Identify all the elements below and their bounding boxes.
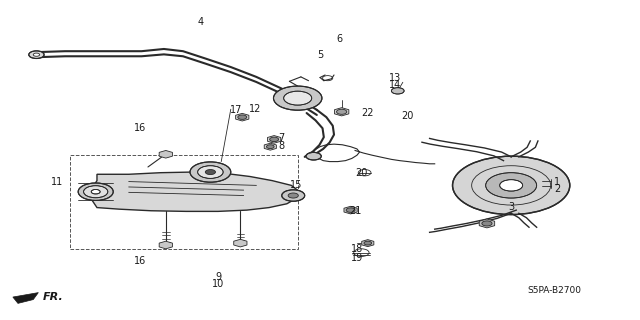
Circle shape (337, 109, 347, 114)
Text: 4: 4 (197, 17, 204, 27)
Circle shape (392, 88, 404, 94)
Text: 16: 16 (134, 123, 147, 133)
Text: 19: 19 (351, 253, 363, 263)
Text: 16: 16 (134, 256, 147, 266)
Circle shape (486, 173, 537, 198)
Circle shape (282, 190, 305, 201)
Text: S5PA-B2700: S5PA-B2700 (527, 286, 581, 295)
Polygon shape (13, 292, 38, 303)
Circle shape (364, 241, 372, 245)
Text: 3: 3 (508, 202, 514, 212)
Text: 22: 22 (362, 108, 374, 118)
Circle shape (266, 145, 274, 148)
Polygon shape (159, 241, 172, 249)
Polygon shape (335, 108, 349, 116)
Circle shape (29, 51, 44, 59)
Polygon shape (344, 206, 357, 214)
Polygon shape (362, 240, 374, 247)
Polygon shape (268, 136, 281, 143)
Text: 20: 20 (355, 168, 367, 178)
Text: 12: 12 (249, 104, 261, 114)
Circle shape (190, 162, 231, 182)
Circle shape (306, 152, 321, 160)
Text: 14: 14 (389, 79, 401, 90)
Text: 7: 7 (278, 133, 285, 143)
Bar (70, 155, 298, 249)
Text: 6: 6 (336, 35, 342, 44)
Text: 20: 20 (402, 111, 414, 121)
Circle shape (288, 193, 298, 198)
Ellipse shape (78, 183, 113, 200)
Polygon shape (264, 143, 276, 150)
Ellipse shape (92, 189, 100, 194)
Circle shape (238, 115, 246, 119)
Circle shape (198, 166, 223, 178)
Text: 9: 9 (215, 272, 221, 282)
Text: 10: 10 (212, 279, 224, 289)
Polygon shape (91, 172, 300, 212)
Text: 2: 2 (554, 184, 560, 194)
Polygon shape (479, 219, 495, 228)
Circle shape (500, 180, 523, 191)
Text: 17: 17 (230, 105, 242, 115)
Text: 15: 15 (289, 180, 302, 190)
Text: 1: 1 (554, 177, 560, 187)
Ellipse shape (84, 186, 108, 198)
Text: 8: 8 (278, 141, 285, 151)
Text: 21: 21 (349, 206, 361, 216)
Text: 5: 5 (317, 50, 323, 60)
Text: FR.: FR. (43, 292, 63, 302)
Text: 13: 13 (389, 73, 401, 83)
Circle shape (269, 137, 278, 142)
Circle shape (482, 221, 492, 226)
Polygon shape (236, 113, 249, 121)
Circle shape (273, 86, 322, 110)
Circle shape (284, 91, 312, 105)
Circle shape (33, 53, 40, 56)
Polygon shape (159, 150, 172, 158)
Circle shape (205, 170, 216, 175)
Circle shape (346, 208, 355, 212)
Polygon shape (234, 239, 247, 247)
Circle shape (452, 156, 570, 215)
Text: 11: 11 (51, 177, 63, 187)
Text: 18: 18 (351, 244, 363, 254)
